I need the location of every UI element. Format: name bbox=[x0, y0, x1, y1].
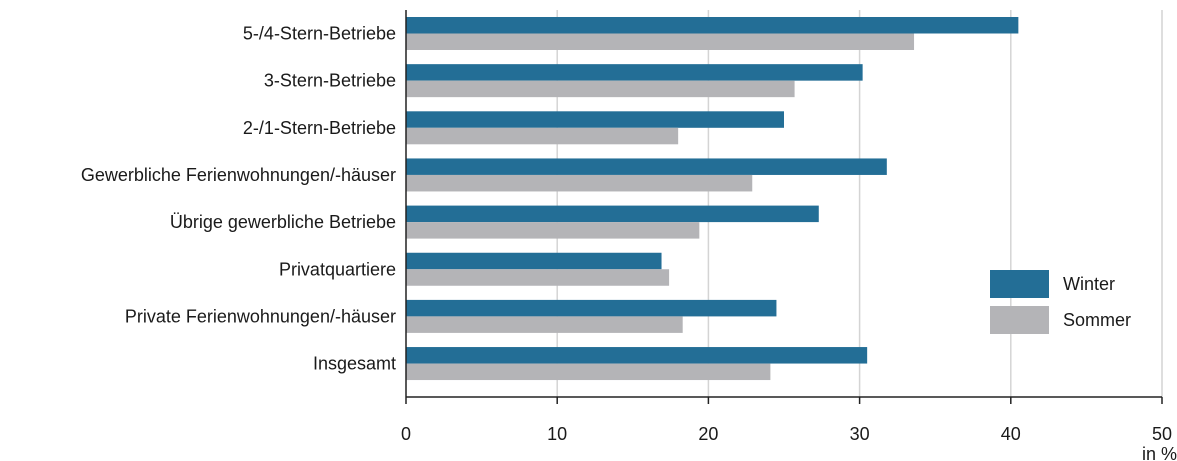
axes bbox=[405, 10, 1162, 398]
bar-sommer bbox=[406, 316, 683, 333]
category-label: Insgesamt bbox=[313, 354, 396, 374]
category-label: 5-/4-Stern-Betriebe bbox=[243, 24, 396, 44]
x-tick-label: 0 bbox=[401, 424, 411, 444]
x-tick-label: 30 bbox=[850, 424, 870, 444]
bar-sommer bbox=[406, 127, 679, 145]
bar-winter bbox=[406, 111, 784, 128]
category-label: Gewerbliche Ferienwohnungen/-häuser bbox=[81, 165, 396, 185]
x-tick-label: 10 bbox=[547, 424, 567, 444]
bar-winter bbox=[406, 17, 1019, 34]
legend: Winter Sommer bbox=[990, 270, 1131, 334]
x-tick-label: 50 bbox=[1152, 424, 1172, 444]
x-ticks: 0 10 20 30 40 50 bbox=[401, 397, 1172, 444]
category-labels: 5-/4-Stern-Betriebe 3-Stern-Betriebe 2-/1-… bbox=[81, 24, 396, 374]
bar-winter bbox=[406, 252, 662, 270]
bars bbox=[406, 17, 1019, 381]
category-label: Übrige gewerbliche Betriebe bbox=[170, 212, 396, 232]
bar-sommer bbox=[406, 222, 700, 239]
bar-sommer bbox=[406, 269, 670, 286]
bar-sommer bbox=[406, 363, 771, 381]
bar-sommer bbox=[406, 80, 795, 98]
bar-winter bbox=[406, 158, 887, 175]
category-label: 2-/1-Stern-Betriebe bbox=[243, 118, 396, 138]
x-tick-label: 20 bbox=[698, 424, 718, 444]
bar-winter bbox=[406, 64, 863, 81]
legend-swatch-sommer bbox=[990, 306, 1049, 334]
legend-label: Winter bbox=[1063, 274, 1115, 294]
legend-label: Sommer bbox=[1063, 310, 1131, 330]
category-label: 3-Stern-Betriebe bbox=[264, 71, 396, 91]
legend-swatch-winter bbox=[990, 270, 1049, 298]
bar-sommer bbox=[406, 174, 753, 192]
x-tick-label: 40 bbox=[1001, 424, 1021, 444]
category-label: Private Ferienwohnungen/-häuser bbox=[125, 306, 396, 326]
bar-winter bbox=[406, 205, 819, 223]
bar-winter bbox=[406, 299, 777, 317]
bar-winter bbox=[406, 347, 868, 364]
category-label: Privatquartiere bbox=[279, 259, 396, 279]
x-axis-label: in % bbox=[1142, 444, 1177, 461]
bar-sommer bbox=[406, 33, 915, 50]
